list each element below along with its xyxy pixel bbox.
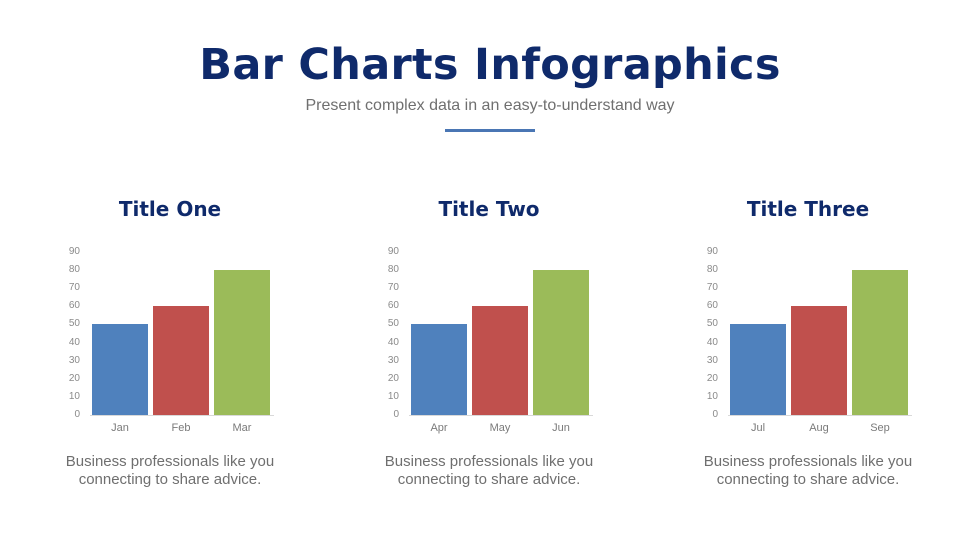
bar-jul [730,324,786,415]
y-tick-label: 20 [68,372,80,384]
x-axis-line [728,415,912,416]
y-tick-label: 0 [74,409,80,420]
x-tick-label: Apr [430,422,448,434]
caption-line-2: connecting to share advice. [716,471,900,488]
y-tick-label: 40 [387,336,399,348]
y-tick-label: 90 [706,246,718,257]
bar-may [472,306,528,415]
caption-line-1: Business professionals like you [65,453,275,470]
x-tick-label: Jul [750,422,766,434]
y-tick-label: 60 [706,300,718,312]
y-tick-label: 0 [712,409,718,420]
chart-caption: Business professionals like you connecti… [648,453,968,489]
y-tick-label: 40 [68,336,80,348]
bar-jun [533,270,589,415]
y-tick-label: 50 [706,318,718,330]
y-tick-label: 70 [387,282,399,294]
bar-aug [791,306,847,415]
chart-title: Title Two [438,197,540,221]
chart-panel-two: Title Two 90 80 70 60 50 40 30 20 10 0 Apr May Jun Bu… [329,0,649,551]
y-tick-label: 50 [387,318,399,330]
y-tick-label: 70 [706,282,718,294]
caption-line-2: connecting to share advice. [397,471,581,488]
y-tick-label: 80 [68,264,80,276]
y-tick-label: 10 [387,390,399,402]
y-tick-label: 60 [387,300,399,312]
page-subtitle: Present complex data in an easy-to-under… [305,97,675,114]
y-tick-label: 80 [706,264,718,276]
bar-sep [852,270,908,415]
chart-caption: Business professionals like you connecti… [10,453,330,489]
caption-line-1: Business professionals like you [703,453,913,470]
y-tick-label: 10 [706,390,718,402]
bar-mar [214,270,270,415]
x-tick-label: Aug [809,422,829,434]
x-axis-line [90,415,274,416]
y-tick-label: 0 [393,409,399,420]
x-tick-label: Jan [111,422,129,434]
y-tick-label: 80 [387,264,399,276]
chart-panel-one: Title One 90 80 70 60 50 40 30 20 10 0 Jan Feb Mar Bu… [10,0,330,551]
y-tick-label: 30 [387,354,399,366]
y-tick-label: 90 [387,246,399,257]
header-divider [445,129,535,132]
y-tick-label: 30 [706,354,718,366]
caption-line-2: connecting to share advice. [78,471,262,488]
bar-feb [153,306,209,415]
chart-caption: Business professionals like you connecti… [329,453,649,489]
y-tick-label: 60 [68,300,80,312]
x-tick-label: Mar [232,422,252,434]
y-tick-label: 40 [706,336,718,348]
chart-title: Title One [118,197,222,221]
chart-title: Title Three [746,197,870,221]
y-tick-label: 20 [706,372,718,384]
x-tick-label: May [489,422,511,434]
caption-line-1: Business professionals like you [384,453,594,470]
x-axis-line [409,415,593,416]
bar-jan [92,324,148,415]
y-tick-label: 20 [387,372,399,384]
y-tick-label: 70 [68,282,80,294]
page-title: Bar Charts Infographics [199,40,781,90]
x-tick-label: Sep [870,422,890,434]
x-tick-label: Jun [552,422,570,434]
bar-apr [411,324,467,415]
chart-panel-three: Title Three 90 80 70 60 50 40 30 20 10 0 Jul Aug Sep … [648,0,968,551]
y-tick-label: 50 [68,318,80,330]
y-tick-label: 30 [68,354,80,366]
y-tick-label: 90 [68,246,80,257]
y-tick-label: 10 [68,390,80,402]
x-tick-label: Feb [171,422,191,434]
